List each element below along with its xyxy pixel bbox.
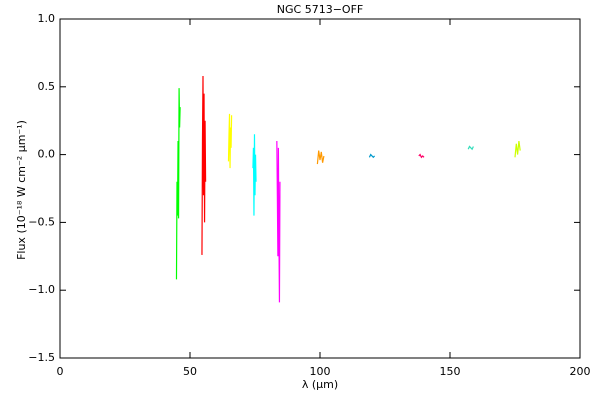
x-axis-label: λ (μm) bbox=[302, 378, 338, 391]
y-tick-label: 0.0 bbox=[38, 148, 56, 161]
chart-title: NGC 5713−OFF bbox=[277, 3, 363, 16]
y-tick-label: −1.5 bbox=[28, 351, 55, 364]
spectrum-line bbox=[252, 134, 257, 216]
y-axis-label: Flux (10⁻¹⁸ W cm⁻² μm⁻¹) bbox=[15, 120, 28, 260]
y-tick-label: 1.0 bbox=[38, 12, 56, 25]
y-tick-label: −0.5 bbox=[28, 215, 55, 228]
x-tick-label: 150 bbox=[440, 365, 461, 378]
x-tick-label: 200 bbox=[570, 365, 591, 378]
spectrum-line bbox=[418, 153, 425, 159]
x-tick-label: 100 bbox=[310, 365, 331, 378]
spectrum-line bbox=[201, 75, 207, 255]
spectrum-line bbox=[175, 88, 181, 280]
spectrum-line bbox=[368, 153, 376, 159]
spectrum-line bbox=[467, 145, 474, 151]
y-tick-label: 0.5 bbox=[38, 80, 56, 93]
spectrum-line bbox=[514, 140, 521, 158]
x-tick-label: 50 bbox=[183, 365, 197, 378]
spectrum-line bbox=[276, 141, 281, 303]
x-tick-label: 0 bbox=[57, 365, 64, 378]
spectrum-line bbox=[316, 150, 325, 165]
y-tick-label: −1.0 bbox=[28, 283, 55, 296]
spectrum-line bbox=[227, 113, 233, 169]
